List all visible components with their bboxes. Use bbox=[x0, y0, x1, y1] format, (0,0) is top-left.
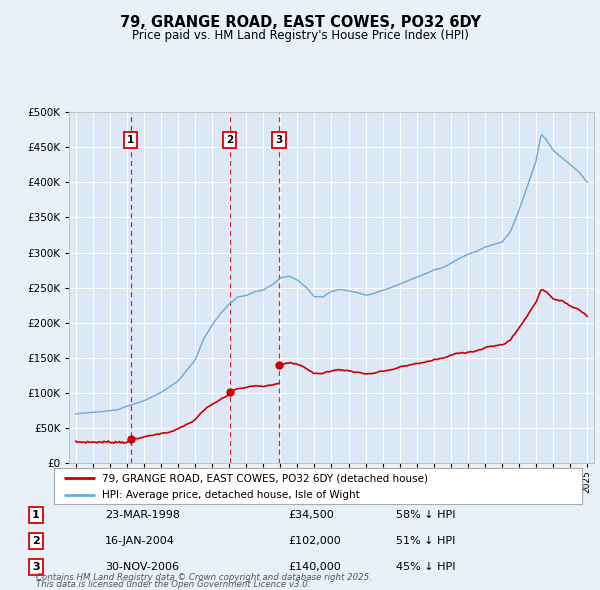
Text: 3: 3 bbox=[32, 562, 40, 572]
Text: 23-MAR-1998: 23-MAR-1998 bbox=[105, 510, 180, 520]
Text: 58% ↓ HPI: 58% ↓ HPI bbox=[396, 510, 455, 520]
Text: 45% ↓ HPI: 45% ↓ HPI bbox=[396, 562, 455, 572]
Text: 1: 1 bbox=[32, 510, 40, 520]
Text: This data is licensed under the Open Government Licence v3.0.: This data is licensed under the Open Gov… bbox=[36, 581, 311, 589]
Text: £140,000: £140,000 bbox=[288, 562, 341, 572]
Text: 79, GRANGE ROAD, EAST COWES, PO32 6DY (detached house): 79, GRANGE ROAD, EAST COWES, PO32 6DY (d… bbox=[101, 473, 428, 483]
Text: £34,500: £34,500 bbox=[288, 510, 334, 520]
Text: HPI: Average price, detached house, Isle of Wight: HPI: Average price, detached house, Isle… bbox=[101, 490, 359, 500]
Text: 16-JAN-2004: 16-JAN-2004 bbox=[105, 536, 175, 546]
Text: 2: 2 bbox=[226, 135, 233, 145]
Text: 2: 2 bbox=[32, 536, 40, 546]
Text: Contains HM Land Registry data © Crown copyright and database right 2025.: Contains HM Land Registry data © Crown c… bbox=[36, 573, 372, 582]
Text: Price paid vs. HM Land Registry's House Price Index (HPI): Price paid vs. HM Land Registry's House … bbox=[131, 30, 469, 42]
Text: 30-NOV-2006: 30-NOV-2006 bbox=[105, 562, 179, 572]
Text: 1: 1 bbox=[127, 135, 134, 145]
Text: 3: 3 bbox=[275, 135, 283, 145]
Text: 79, GRANGE ROAD, EAST COWES, PO32 6DY: 79, GRANGE ROAD, EAST COWES, PO32 6DY bbox=[119, 15, 481, 30]
Text: 51% ↓ HPI: 51% ↓ HPI bbox=[396, 536, 455, 546]
Text: £102,000: £102,000 bbox=[288, 536, 341, 546]
